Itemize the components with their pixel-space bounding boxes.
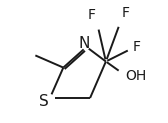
Text: F: F (87, 8, 95, 22)
Text: OH: OH (125, 69, 147, 83)
Text: S: S (39, 94, 49, 109)
Text: F: F (132, 40, 140, 54)
Text: N: N (78, 36, 90, 51)
Text: F: F (121, 6, 129, 20)
